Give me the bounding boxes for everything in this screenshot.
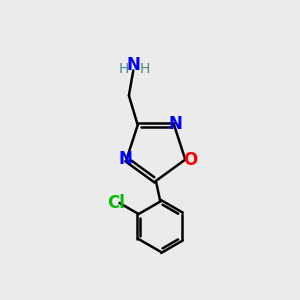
Text: N: N: [118, 150, 132, 168]
Text: H: H: [139, 62, 150, 76]
Text: Cl: Cl: [108, 194, 125, 212]
Text: H: H: [119, 62, 129, 76]
Text: N: N: [127, 56, 141, 74]
Text: N: N: [169, 116, 182, 134]
Text: O: O: [184, 151, 198, 169]
